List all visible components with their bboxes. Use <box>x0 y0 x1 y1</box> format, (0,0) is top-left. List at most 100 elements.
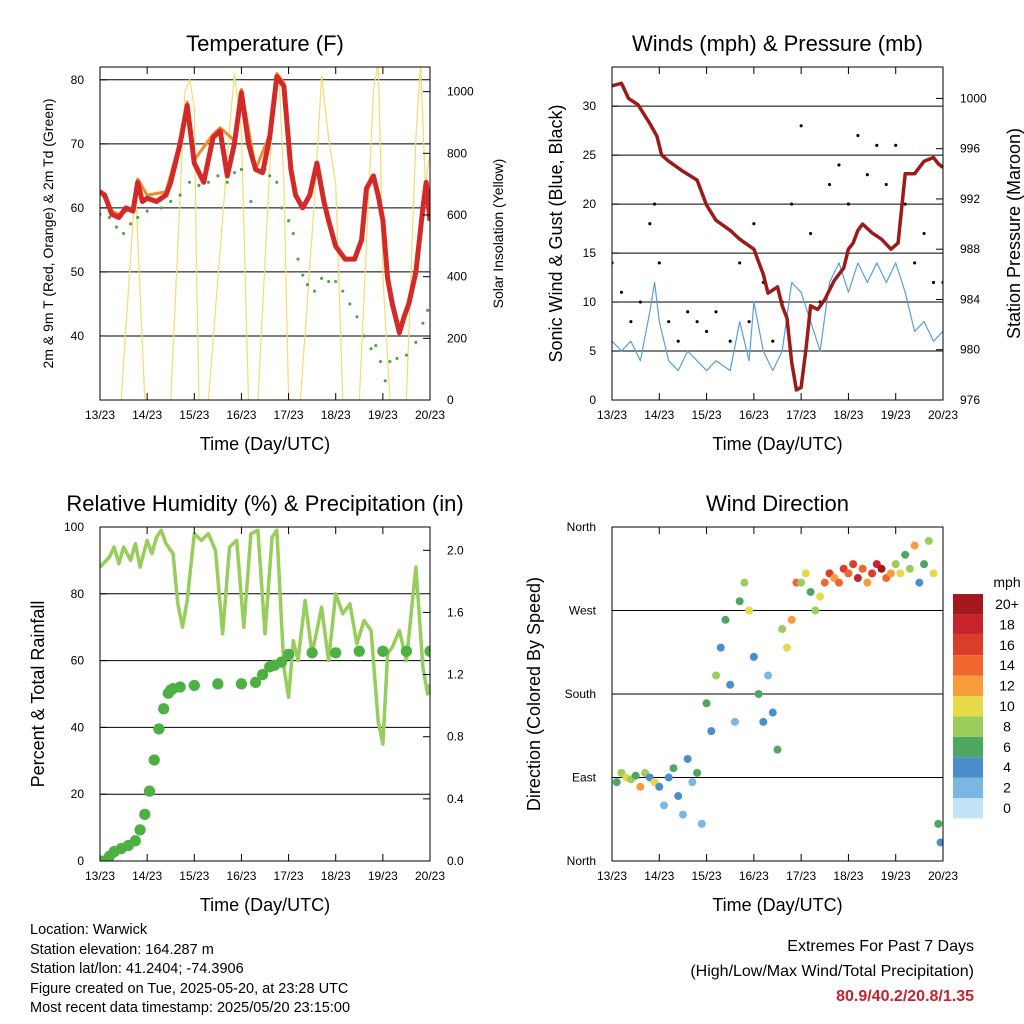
total-precip-dots-point <box>188 679 200 692</box>
gust-dots-point <box>837 163 841 167</box>
x-tick-label: 13/23 <box>597 408 627 422</box>
recent-timestamp: Most recent data timestamp: 2025/05/20 2… <box>30 1000 351 1016</box>
dewpoint-dots-point <box>114 225 119 229</box>
y2-tick-label: 1.2 <box>447 668 464 682</box>
dewpoint-dots-point <box>287 219 291 223</box>
x-tick-label: 19/23 <box>368 869 398 883</box>
y2-tick-label: 1000 <box>447 85 474 99</box>
legend-swatch <box>953 655 983 676</box>
gust-dots-point <box>913 261 917 265</box>
dewpoint-dots-point <box>374 344 378 348</box>
y-tick-label: 0 <box>589 393 596 407</box>
chart-panel-1: 13/23 14/23 15/23 16/23 17/23 18/23 19/23 20/23… <box>40 31 506 454</box>
total-precip-dots-point <box>424 645 430 657</box>
legend-swatch <box>953 716 983 737</box>
y2-tick-label: 600 <box>447 208 467 222</box>
chart-title: Relative Humidity (%) & Precipitation (i… <box>66 491 463 516</box>
y2-tick-label: 992 <box>960 192 980 206</box>
direction-point <box>716 643 725 652</box>
dewpoint-dots-point <box>206 180 210 184</box>
legend-label: 14 <box>999 657 1015 673</box>
total-precip-dots-point <box>400 645 413 657</box>
chart-panel-3: 13/23 14/23 15/23 16/23 17/23 18/23 19/23 20/23… <box>28 491 464 915</box>
extremes-subtitle: (High/Low/Max Wind/Total Precipitation) <box>690 963 974 980</box>
gust-dots-point <box>922 231 926 236</box>
extremes-block: Extremes For Past 7 Days (High/Low/Max W… <box>690 934 974 1009</box>
x-tick-label: 15/23 <box>179 869 209 883</box>
y-tick-label: North <box>567 854 596 868</box>
legend-label: 8 <box>1003 718 1011 734</box>
extremes-title: Extremes For Past 7 Days <box>787 938 974 955</box>
x-axis-label: Time (Day/UTC) <box>712 434 842 454</box>
total-precip-dots-point <box>257 668 269 681</box>
legend-title: mph <box>993 574 1020 590</box>
speed-legend: mph 20+ 18 16 14 12 10 8 6 4 2 0 <box>953 574 1021 819</box>
dewpoint-dots-point <box>388 360 392 364</box>
plot-area <box>100 67 430 400</box>
dewpoint-dots-point <box>362 334 366 338</box>
direction-point <box>929 569 938 578</box>
y2-axis-label: Station Pressure (Maroon) <box>1004 128 1024 339</box>
y-tick-label: South <box>565 687 596 701</box>
y2-tick-label: 988 <box>960 242 980 256</box>
total-precip-dots-point <box>377 645 389 657</box>
direction-point <box>759 717 768 726</box>
station-pressure-line <box>612 81 943 392</box>
gust-dots-point <box>695 320 699 324</box>
legend-swatch <box>953 594 983 615</box>
direction-point <box>863 578 872 587</box>
y-tick-label: 30 <box>583 99 597 113</box>
dewpoint-dots-point <box>305 283 309 287</box>
station-info: Location: Warwick Station elevation: 164… <box>30 921 350 1019</box>
gust-dots-point <box>747 320 751 324</box>
gust-dots-point <box>738 261 742 265</box>
x-tick-label: 17/23 <box>274 408 304 422</box>
y-tick-label: 5 <box>589 344 596 358</box>
x-tick-label: 14/23 <box>132 869 162 883</box>
direction-point <box>849 560 858 569</box>
chart-title: Temperature (F) <box>186 31 344 56</box>
direction-point <box>697 819 706 828</box>
direction-point <box>834 578 843 587</box>
y-axis-label: 2m & 9m T (Red, Orange) & 2m Td (Green) <box>40 99 56 369</box>
total-precip-dots-point <box>330 647 342 659</box>
total-precip-dots-point <box>139 808 151 821</box>
legend-swatch <box>953 675 983 696</box>
plot-frame <box>611 66 944 401</box>
station-latlon: Station lat/lon: 41.2404; -74.3906 <box>30 961 244 977</box>
y-tick-label: 80 <box>71 73 85 87</box>
total-precip-dots-point <box>148 754 160 766</box>
extremes-values: 80.9/40.2/20.8/1.35 <box>836 988 974 1005</box>
station-location: Location: Warwick <box>30 922 148 938</box>
dewpoint-dots-point <box>188 180 192 184</box>
x-axis-label: Time (Day/UTC) <box>200 434 330 454</box>
y2-axis-label: Solar Insolation (Yellow) <box>490 159 506 309</box>
y-tick-label: 100 <box>64 520 84 534</box>
y-tick-label: 40 <box>71 329 85 343</box>
gust-dots-point <box>771 339 775 343</box>
station-elevation: Station elevation: 164.287 m <box>30 941 214 958</box>
dewpoint-dots-point <box>129 222 133 226</box>
gust-dots-point <box>799 124 803 128</box>
legend-swatch <box>953 757 983 778</box>
direction-point <box>801 569 810 578</box>
gust-dots-point <box>809 231 813 236</box>
legend-swatch <box>953 736 983 758</box>
dewpoint-dots-point <box>334 279 338 284</box>
direction-point <box>858 564 867 573</box>
direction-point <box>868 569 877 578</box>
gust-dots-point <box>667 320 671 324</box>
direction-point <box>910 541 919 550</box>
y2-tick-label: 0.0 <box>447 854 464 868</box>
dewpoint-dots-point <box>341 289 345 293</box>
y2-tick-label: 0.4 <box>447 792 464 806</box>
plot-frame <box>99 526 431 862</box>
x-tick-label: 14/23 <box>132 408 162 422</box>
direction-point <box>740 578 749 587</box>
total-precip-dots-point <box>235 678 248 690</box>
y-axis-label: Direction (Colored By Speed) <box>524 577 544 811</box>
relative-humidity-line <box>100 528 430 746</box>
gust-dots-point <box>894 143 898 147</box>
y-tick-label: 50 <box>71 265 85 279</box>
direction-point <box>735 597 744 606</box>
